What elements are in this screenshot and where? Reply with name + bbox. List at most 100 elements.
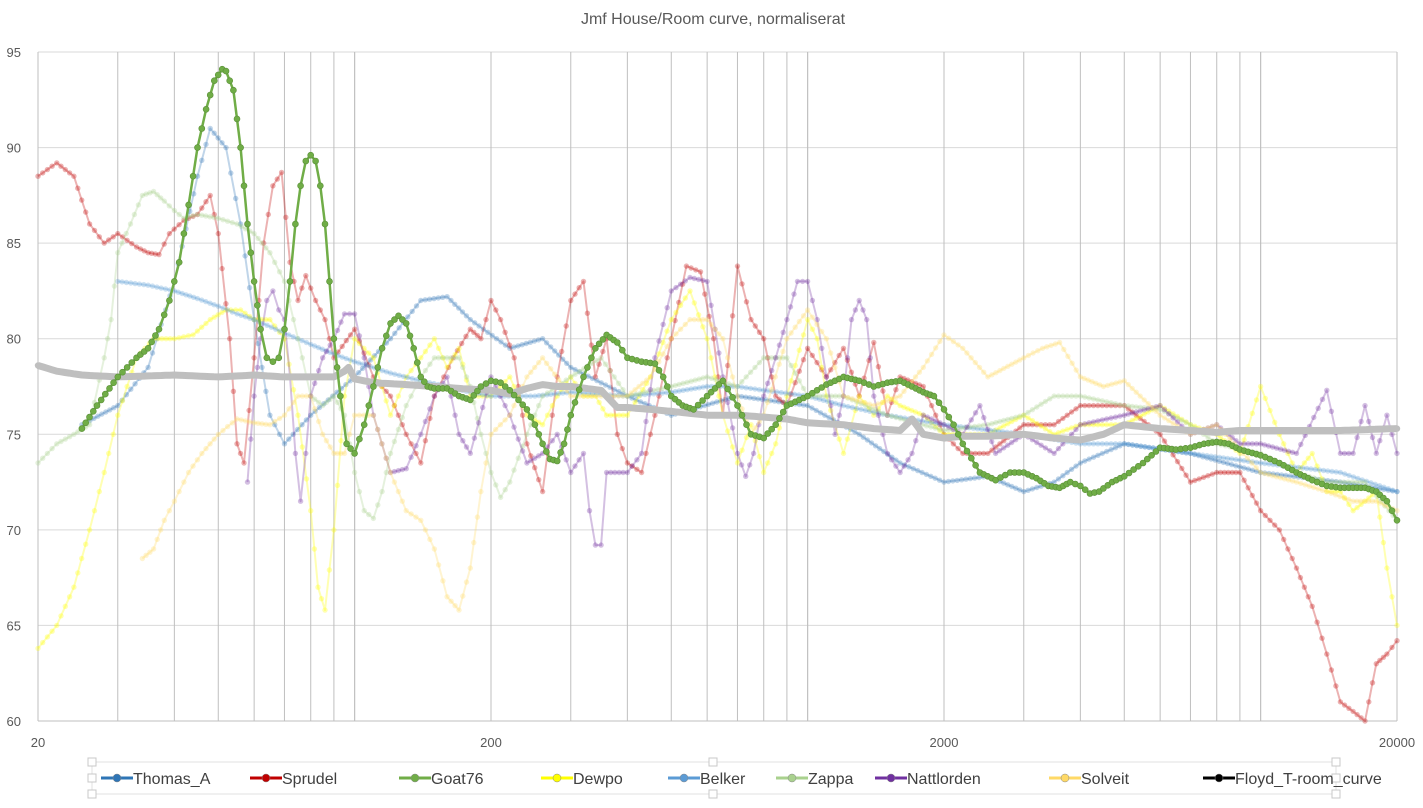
- data-point: [704, 336, 710, 342]
- data-point: [1297, 427, 1305, 434]
- data-point: [427, 406, 433, 412]
- data-point: [1384, 565, 1390, 571]
- data-point: [528, 453, 534, 459]
- data-point: [152, 251, 159, 257]
- data-point: [203, 199, 209, 205]
- resize-handle[interactable]: [87, 773, 97, 783]
- data-point: [1104, 441, 1110, 447]
- data-point: [539, 355, 546, 361]
- data-point: [818, 384, 826, 391]
- data-point: [307, 151, 315, 159]
- data-point: [1139, 459, 1147, 467]
- data-point: [548, 391, 554, 398]
- data-point: [141, 281, 147, 288]
- data-point: [234, 441, 240, 447]
- data-point: [1064, 426, 1070, 433]
- data-point: [812, 395, 819, 401]
- data-point: [115, 412, 121, 418]
- resize-handle[interactable]: [708, 757, 718, 767]
- data-point: [264, 322, 270, 328]
- data-point: [688, 386, 694, 392]
- data-point: [515, 455, 521, 461]
- data-point: [603, 469, 610, 476]
- data-point: [359, 365, 366, 372]
- data-point: [331, 527, 337, 533]
- legend-label: Solveit: [1081, 771, 1130, 788]
- data-point: [1025, 409, 1031, 416]
- data-point: [814, 336, 820, 342]
- data-point: [612, 469, 618, 476]
- data-point: [937, 338, 943, 345]
- data-point: [456, 355, 462, 361]
- legend-item-floyd-t-room-curve[interactable]: Floyd_T-room_curve: [1203, 771, 1382, 788]
- data-point: [955, 342, 961, 348]
- data-point: [726, 381, 732, 387]
- data-point: [814, 359, 820, 366]
- data-point: [1332, 479, 1339, 485]
- data-point: [1129, 442, 1136, 448]
- data-point: [743, 394, 749, 400]
- data-point: [1093, 380, 1099, 386]
- data-point: [1272, 419, 1278, 425]
- data-point: [997, 425, 1003, 431]
- data-point: [1233, 469, 1239, 476]
- resize-handle[interactable]: [1331, 757, 1341, 767]
- data-point: [682, 278, 688, 284]
- data-point: [413, 450, 419, 457]
- data-point: [920, 383, 926, 390]
- data-point: [1166, 411, 1172, 417]
- data-point: [1297, 574, 1304, 581]
- data-point: [700, 375, 706, 381]
- data-point: [1329, 478, 1335, 484]
- legend[interactable]: Thomas_A Sprudel Goat76 Dewpo Belker Zappa Nat…: [87, 757, 1382, 799]
- data-point: [448, 297, 454, 304]
- data-point: [1385, 486, 1392, 492]
- legend-item-nattlorden[interactable]: Nattlorden: [875, 771, 981, 788]
- data-point: [238, 417, 244, 423]
- data-point: [319, 346, 325, 352]
- data-point: [1332, 492, 1339, 498]
- data-point: [383, 369, 390, 375]
- data-point: [1377, 657, 1383, 664]
- data-point: [690, 406, 697, 413]
- legend-item-thomas-a[interactable]: Thomas_A: [101, 771, 211, 788]
- resize-handle[interactable]: [708, 789, 718, 799]
- data-point: [1117, 441, 1123, 447]
- data-point: [166, 230, 173, 237]
- data-point: [1017, 414, 1023, 420]
- data-point: [989, 447, 995, 453]
- data-point: [1328, 408, 1335, 414]
- data-point: [104, 336, 111, 342]
- data-point: [941, 427, 947, 434]
- legend-item-zappa[interactable]: Zappa: [776, 771, 853, 788]
- data-point: [183, 292, 189, 298]
- x-axis: 20 200 2000 20000: [31, 735, 1415, 750]
- data-point: [317, 307, 323, 313]
- legend-item-solveit[interactable]: Solveit: [1049, 771, 1130, 788]
- data-point: [220, 305, 226, 311]
- data-point: [115, 250, 121, 256]
- data-point: [946, 335, 952, 341]
- data-point: [75, 570, 81, 576]
- resize-handle[interactable]: [1331, 789, 1341, 799]
- legend-item-belker[interactable]: Belker: [668, 771, 746, 788]
- data-point: [756, 453, 763, 460]
- legend-item-sprudel[interactable]: Sprudel: [250, 771, 337, 788]
- resize-handle[interactable]: [87, 789, 97, 799]
- resize-handle[interactable]: [1331, 773, 1341, 783]
- data-point: [175, 258, 183, 266]
- resize-handle[interactable]: [87, 757, 97, 767]
- data-point: [475, 420, 482, 426]
- data-point: [668, 316, 674, 323]
- data-point: [924, 358, 931, 364]
- data-point: [219, 265, 225, 272]
- legend-item-dewpo[interactable]: Dewpo: [541, 771, 623, 788]
- data-point: [488, 393, 494, 399]
- data-point: [1001, 423, 1007, 429]
- data-point: [211, 314, 217, 320]
- data-point: [1005, 363, 1011, 369]
- data-point: [322, 316, 328, 323]
- data-point: [884, 393, 891, 399]
- legend-item-goat76[interactable]: Goat76: [399, 771, 484, 788]
- data-point: [448, 598, 454, 604]
